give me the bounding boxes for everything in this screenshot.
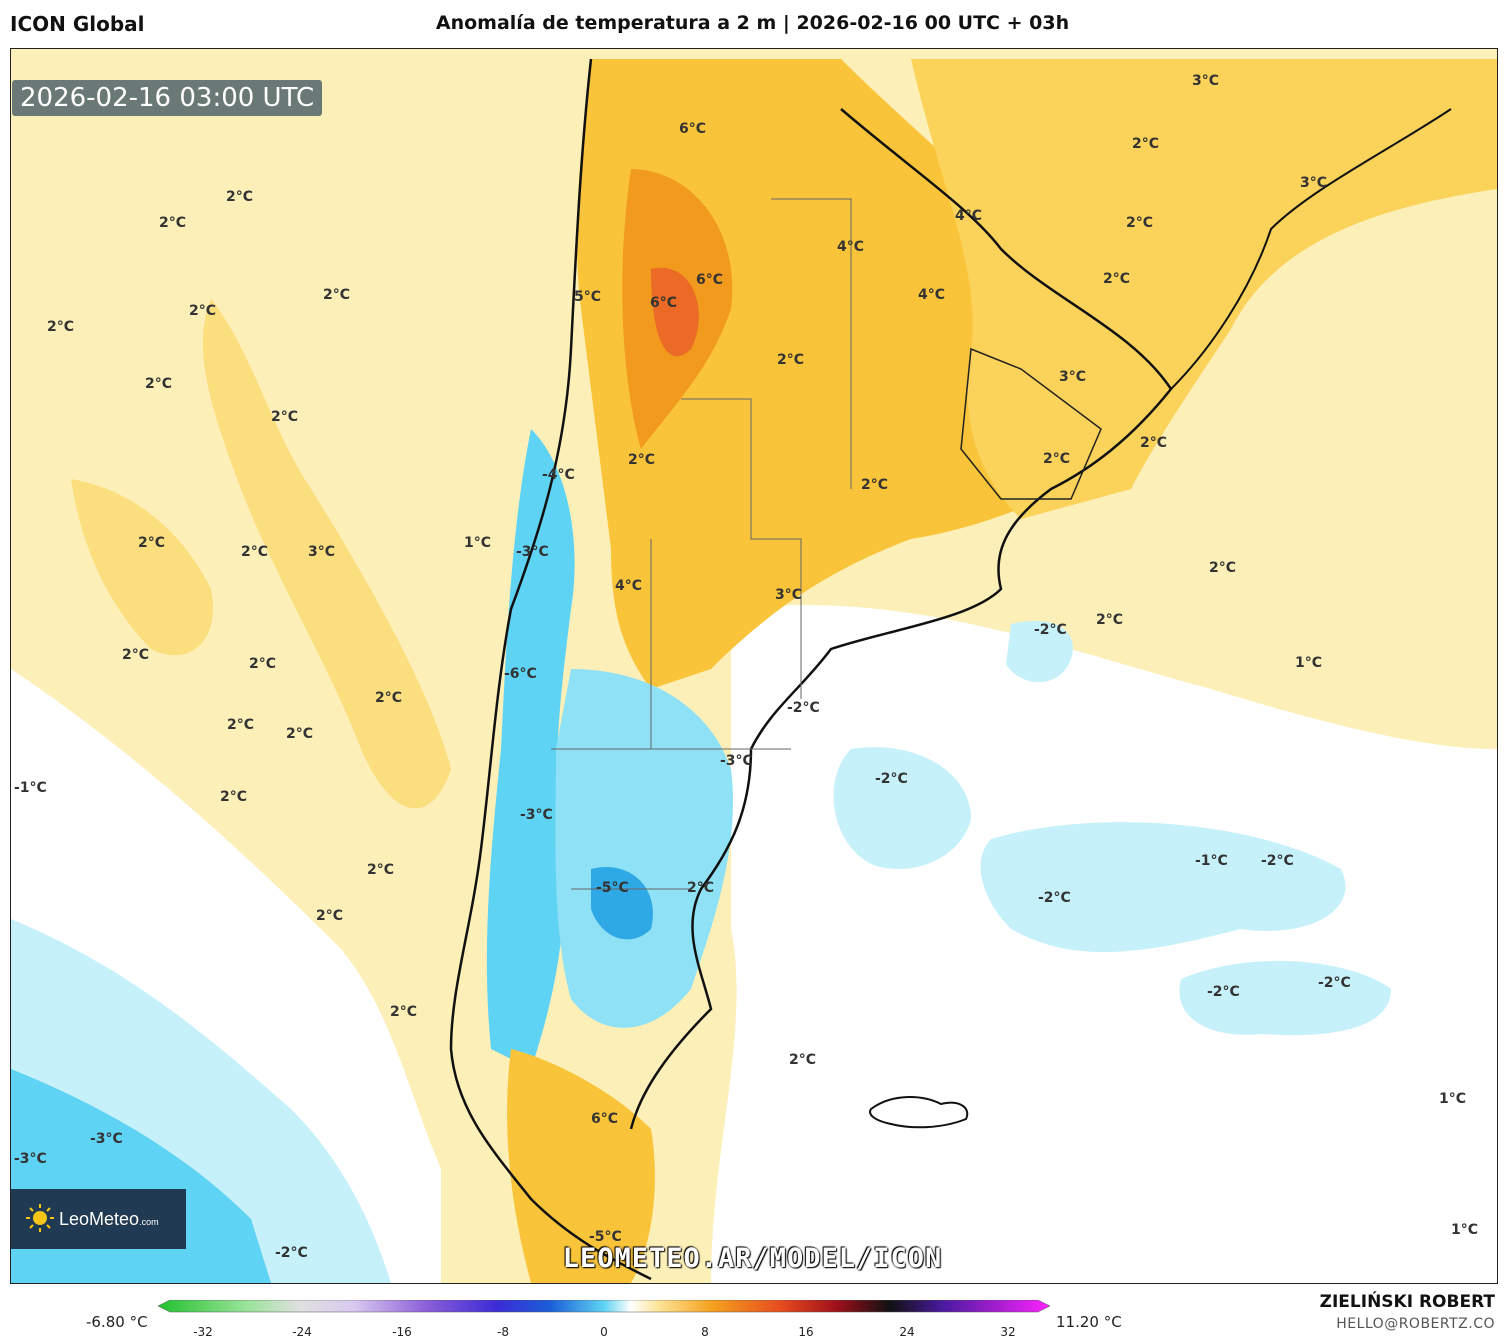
colorbar-tick: 16 <box>798 1325 813 1339</box>
anomaly-label: 2°C <box>220 789 247 805</box>
colorbar-tick: 32 <box>1000 1325 1015 1339</box>
anomaly-label: -3°C <box>14 1151 47 1167</box>
anomaly-label: 3°C <box>1059 369 1086 385</box>
anomaly-label: 2°C <box>159 215 186 231</box>
anomaly-label: 2°C <box>367 862 394 878</box>
anomaly-label: 2°C <box>138 535 165 551</box>
colorbar-tick: -16 <box>392 1325 412 1339</box>
anomaly-label: 3°C <box>1300 175 1327 191</box>
anomaly-label: 2°C <box>1209 560 1236 576</box>
anomaly-label: 4°C <box>955 208 982 224</box>
valid-time-badge: 2026-02-16 03:00 UTC <box>12 80 322 116</box>
colorbar-tick: 0 <box>600 1325 608 1339</box>
colorbar-max-label: 11.20 °C <box>1056 1313 1122 1331</box>
anomaly-label: -3°C <box>520 807 553 823</box>
anomaly-label: 3°C <box>308 544 335 560</box>
colorbar-tick: -8 <box>497 1325 509 1339</box>
anomaly-label: 2°C <box>777 352 804 368</box>
anomaly-label: 2°C <box>375 690 402 706</box>
anomaly-label: 3°C <box>775 587 802 603</box>
anomaly-label: 2°C <box>1132 136 1159 152</box>
anomaly-label: 4°C <box>918 287 945 303</box>
anomaly-label: 2°C <box>189 303 216 319</box>
anomaly-label: 3°C <box>1192 73 1219 89</box>
anomaly-label: 2°C <box>47 319 74 335</box>
anomaly-label: 2°C <box>122 647 149 663</box>
anomaly-label: 4°C <box>837 239 864 255</box>
anomaly-label: 2°C <box>286 726 313 742</box>
anomaly-label: -2°C <box>1207 984 1240 1000</box>
anomaly-label: 6°C <box>679 121 706 137</box>
anomaly-label: 2°C <box>227 717 254 733</box>
anomaly-label: -2°C <box>875 771 908 787</box>
anomaly-label: 2°C <box>316 908 343 924</box>
anomaly-label: 2°C <box>861 477 888 493</box>
anomaly-label: -2°C <box>1261 853 1294 869</box>
anomaly-label: 2°C <box>1096 612 1123 628</box>
anomaly-label: -2°C <box>1038 890 1071 906</box>
anomaly-label: -2°C <box>787 700 820 716</box>
anomaly-label: 2°C <box>241 544 268 560</box>
anomaly-label: 2°C <box>687 880 714 896</box>
anomaly-label: 2°C <box>1043 451 1070 467</box>
anomaly-label: 1°C <box>1439 1091 1466 1107</box>
colorbar-tick: -24 <box>292 1325 312 1339</box>
url-watermark: LEOMETEO.AR/MODEL/ICON <box>0 1243 1505 1274</box>
colorbar-tick: -32 <box>193 1325 213 1339</box>
anomaly-label: -4°C <box>542 467 575 483</box>
anomaly-label: 2°C <box>1140 435 1167 451</box>
author-email: HELLO@ROBERTZ.CO <box>1336 1316 1495 1332</box>
anomaly-label: -6°C <box>504 666 537 682</box>
anomaly-label: 2°C <box>145 376 172 392</box>
anomaly-label: 2°C <box>628 452 655 468</box>
anomaly-label: 2°C <box>249 656 276 672</box>
anomaly-label: -2°C <box>1034 622 1067 638</box>
anomaly-label: 2°C <box>271 409 298 425</box>
anomaly-label: 2°C <box>226 189 253 205</box>
anomaly-label: -3°C <box>516 544 549 560</box>
anomaly-label: -3°C <box>720 753 753 769</box>
author-credit: ZIELIŃSKI ROBERT <box>1320 1292 1495 1312</box>
anomaly-label: 2°C <box>1126 215 1153 231</box>
colorbar-min-label: -6.80 °C <box>86 1313 148 1331</box>
colorbar-tick: 8 <box>701 1325 709 1339</box>
leometeo-logo: LeoMeteo.com <box>11 1189 186 1249</box>
logo-text: LeoMeteo.com <box>59 1209 159 1230</box>
anomaly-map <box>11 49 1497 1283</box>
anomaly-label: 6°C <box>696 272 723 288</box>
anomaly-label: -5°C <box>596 880 629 896</box>
anomaly-label: -1°C <box>14 780 47 796</box>
anomaly-label: 5°C <box>574 289 601 305</box>
anomaly-label: 1°C <box>1295 655 1322 671</box>
map-title: Anomalía de temperatura a 2 m | 2026-02-… <box>0 12 1505 34</box>
map-area: 2°C 2°C 2°C 2°C 2°C 2°C 2°C 2°C 2°C 3°C … <box>10 48 1498 1284</box>
anomaly-label: 2°C <box>323 287 350 303</box>
anomaly-label: 2°C <box>1103 271 1130 287</box>
colorbar-tick: 24 <box>899 1325 914 1339</box>
anomaly-label: 1°C <box>464 535 491 551</box>
anomaly-label: 2°C <box>390 1004 417 1020</box>
anomaly-label: -2°C <box>1318 975 1351 991</box>
sun-icon <box>25 1203 55 1233</box>
anomaly-label: -1°C <box>1195 853 1228 869</box>
anomaly-label: -3°C <box>90 1131 123 1147</box>
anomaly-label: 6°C <box>650 295 677 311</box>
anomaly-label: 1°C <box>1451 1222 1478 1238</box>
anomaly-label: 2°C <box>789 1052 816 1068</box>
anomaly-label: 4°C <box>615 578 642 594</box>
anomaly-label: 6°C <box>591 1111 618 1127</box>
colorbar <box>158 1300 1050 1322</box>
